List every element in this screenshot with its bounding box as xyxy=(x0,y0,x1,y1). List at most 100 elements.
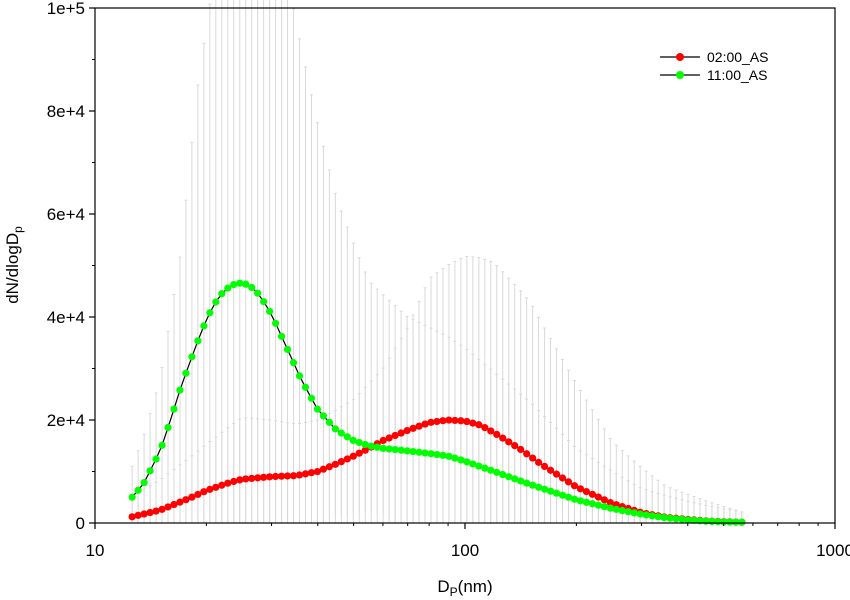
data-point-0 xyxy=(260,473,268,481)
data-point-0 xyxy=(295,471,304,479)
x-tick-label: 100 xyxy=(451,541,479,560)
data-point-1 xyxy=(493,468,501,476)
data-point-0 xyxy=(170,500,178,509)
plot-frame xyxy=(94,7,836,524)
data-point-1 xyxy=(212,298,220,306)
data-point-0 xyxy=(337,458,345,466)
data-point-1 xyxy=(499,470,507,479)
y-tick-label: 2e+4 xyxy=(47,411,85,430)
data-point-1 xyxy=(534,483,543,491)
data-point-0 xyxy=(517,445,525,454)
x-tick-label: 1000 xyxy=(816,541,850,560)
data-point-1 xyxy=(295,372,304,380)
y-axis-title: dN/dlogDp xyxy=(3,226,25,304)
data-point-1 xyxy=(576,497,585,505)
data-point-1 xyxy=(313,405,322,413)
data-point-0 xyxy=(564,478,573,486)
data-point-0 xyxy=(469,419,477,427)
data-point-1 xyxy=(475,462,483,470)
data-point-0 xyxy=(505,438,513,446)
data-point-1 xyxy=(732,518,740,526)
data-point-0 xyxy=(212,483,220,491)
data-point-1 xyxy=(439,451,447,459)
data-point-1 xyxy=(487,466,495,474)
data-point-1 xyxy=(361,440,369,449)
data-point-0 xyxy=(230,477,238,486)
data-point-1 xyxy=(523,479,531,487)
data-point-0 xyxy=(343,455,351,463)
data-point-0 xyxy=(188,493,196,501)
data-point-1 xyxy=(558,491,567,499)
data-point-1 xyxy=(355,438,363,447)
data-point-1 xyxy=(367,442,375,450)
data-point-0 xyxy=(576,485,585,493)
data-point-0 xyxy=(140,510,148,518)
x-axis-title-suffix: (nm) xyxy=(458,577,493,596)
data-point-1 xyxy=(170,405,178,413)
data-point-1 xyxy=(283,345,292,354)
data-point-0 xyxy=(224,479,232,487)
data-point-0 xyxy=(415,422,423,430)
data-point-0 xyxy=(594,493,602,501)
data-point-1 xyxy=(158,441,166,449)
data-point-1 xyxy=(481,464,489,472)
data-point-1 xyxy=(433,450,441,459)
data-point-1 xyxy=(271,319,280,327)
data-point-0 xyxy=(385,434,393,442)
data-point-1 xyxy=(254,289,262,297)
data-point-1 xyxy=(421,449,429,457)
data-point-1 xyxy=(289,359,298,367)
data-point-1 xyxy=(403,447,411,455)
data-point-1 xyxy=(385,445,393,453)
data-point-0 xyxy=(409,424,417,432)
data-point-1 xyxy=(331,425,339,433)
data-point-1 xyxy=(517,477,525,485)
data-point-0 xyxy=(236,476,244,484)
data-point-0 xyxy=(319,465,328,473)
data-point-1 xyxy=(409,447,417,456)
data-point-1 xyxy=(397,446,405,454)
data-point-1 xyxy=(337,429,345,437)
data-point-0 xyxy=(164,503,172,511)
data-point-1 xyxy=(606,504,614,512)
data-point-1 xyxy=(373,443,381,451)
data-point-1 xyxy=(182,369,190,377)
data-point-1 xyxy=(391,445,399,454)
data-point-1 xyxy=(564,493,573,501)
series-points xyxy=(128,279,746,526)
data-point-1 xyxy=(164,423,172,432)
data-point-1 xyxy=(128,493,136,501)
data-point-1 xyxy=(684,516,692,524)
data-point-1 xyxy=(594,501,602,509)
data-point-1 xyxy=(146,467,154,475)
data-point-0 xyxy=(289,472,298,480)
data-point-0 xyxy=(391,431,399,440)
data-point-1 xyxy=(206,309,214,317)
data-point-0 xyxy=(194,490,202,499)
x-tick-label: 10 xyxy=(86,541,105,560)
y-tick-label: 8e+4 xyxy=(47,102,85,121)
data-point-0 xyxy=(481,424,489,432)
data-point-0 xyxy=(534,458,543,466)
data-point-0 xyxy=(558,474,567,482)
data-point-1 xyxy=(600,503,608,511)
data-point-0 xyxy=(158,505,166,513)
data-point-1 xyxy=(582,498,591,506)
data-point-1 xyxy=(540,485,549,493)
data-point-1 xyxy=(552,489,561,497)
data-point-0 xyxy=(313,467,322,476)
data-point-0 xyxy=(600,496,608,504)
data-point-0 xyxy=(606,498,614,507)
data-point-0 xyxy=(152,507,160,515)
data-point-0 xyxy=(128,513,136,521)
data-point-0 xyxy=(182,496,190,504)
error-bars xyxy=(130,0,744,523)
data-point-0 xyxy=(487,427,495,435)
data-point-0 xyxy=(582,487,591,496)
data-point-0 xyxy=(349,452,357,460)
data-point-1 xyxy=(642,511,650,519)
data-point-0 xyxy=(439,417,447,425)
data-point-0 xyxy=(355,449,363,457)
data-point-0 xyxy=(588,490,596,498)
